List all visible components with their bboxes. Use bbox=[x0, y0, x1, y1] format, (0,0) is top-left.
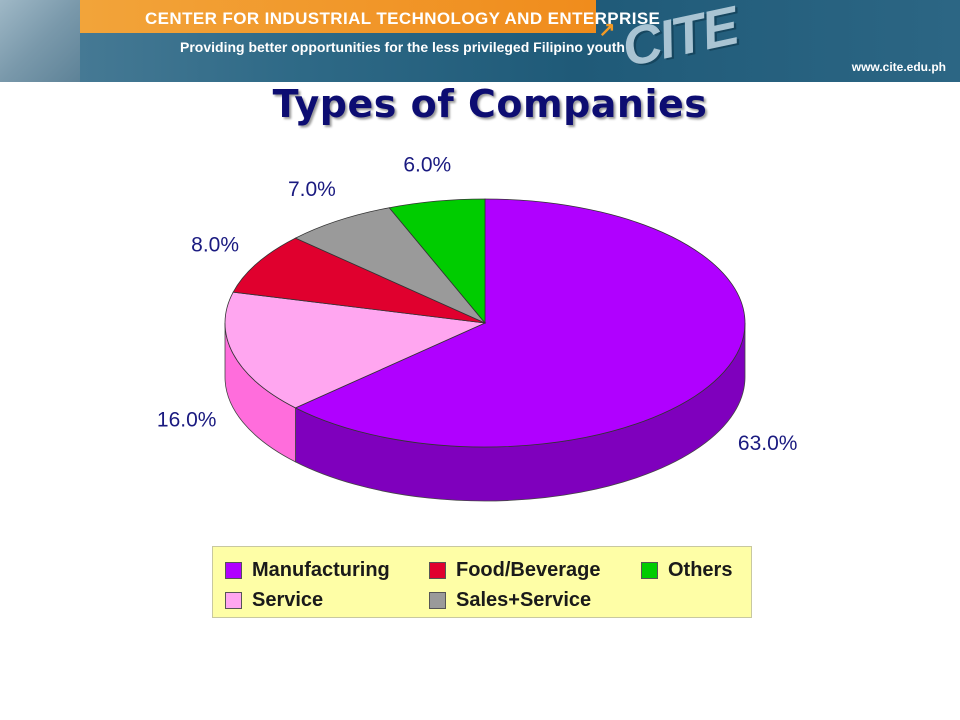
organization-tagline: Providing better opportunities for the l… bbox=[180, 39, 625, 55]
arrow-icon: ↗ bbox=[598, 19, 616, 41]
pie-slice-sales-service bbox=[294, 207, 486, 324]
pie-slice-others bbox=[388, 198, 486, 325]
legend-label-others: Others bbox=[668, 558, 733, 581]
data-label-manufacturing: 63.0% bbox=[738, 432, 798, 455]
legend-swatch-manufacturing bbox=[225, 561, 242, 579]
data-label-sales-service: 7.0% bbox=[288, 178, 336, 201]
pie-slice-service bbox=[224, 291, 487, 409]
data-label-food-beverage: 8.0% bbox=[191, 233, 239, 256]
legend-label-service: Service bbox=[252, 588, 324, 611]
banner-decoration bbox=[0, 0, 80, 82]
legend-label-sales-service: Sales+Service bbox=[456, 588, 592, 611]
legend-label-food-beverage: Food/Beverage bbox=[456, 558, 601, 581]
legend-swatch-sales-service bbox=[429, 591, 446, 609]
legend-swatch-others bbox=[641, 561, 658, 579]
legend-item-food-beverage: Food/Beverage bbox=[429, 559, 600, 581]
chart-legend: Manufacturing Food/Beverage Others Servi… bbox=[212, 546, 752, 618]
page-title: Types of Companies bbox=[272, 82, 708, 126]
organization-name: CENTER FOR INDUSTRIAL TECHNOLOGY AND ENT… bbox=[145, 9, 661, 28]
legend-swatch-food-beverage bbox=[429, 561, 446, 579]
data-label-others: 6.0% bbox=[403, 153, 451, 176]
pie-slice-manufacturing bbox=[294, 198, 746, 448]
legend-swatch-service bbox=[225, 591, 242, 609]
legend-item-sales-service: Sales+Service bbox=[429, 589, 591, 611]
pie-slice-food-beverage bbox=[232, 237, 486, 324]
banner-title-strip bbox=[80, 0, 596, 33]
data-label-service: 16.0% bbox=[157, 408, 217, 431]
header-banner: CENTER FOR INDUSTRIAL TECHNOLOGY AND ENT… bbox=[0, 0, 960, 82]
legend-item-others: Others bbox=[641, 559, 732, 581]
legend-item-manufacturing: Manufacturing bbox=[225, 559, 390, 581]
pie-labels: 63.0% 16.0% 8.0% 7.0% 6.0% bbox=[157, 153, 798, 455]
pie-chart: 63.0% 16.0% 8.0% 7.0% 6.0% bbox=[157, 153, 798, 502]
pie-top bbox=[224, 198, 746, 448]
legend-label-manufacturing: Manufacturing bbox=[252, 558, 390, 581]
website-url[interactable]: www.cite.edu.ph bbox=[851, 60, 946, 74]
legend-item-service: Service bbox=[225, 589, 323, 611]
